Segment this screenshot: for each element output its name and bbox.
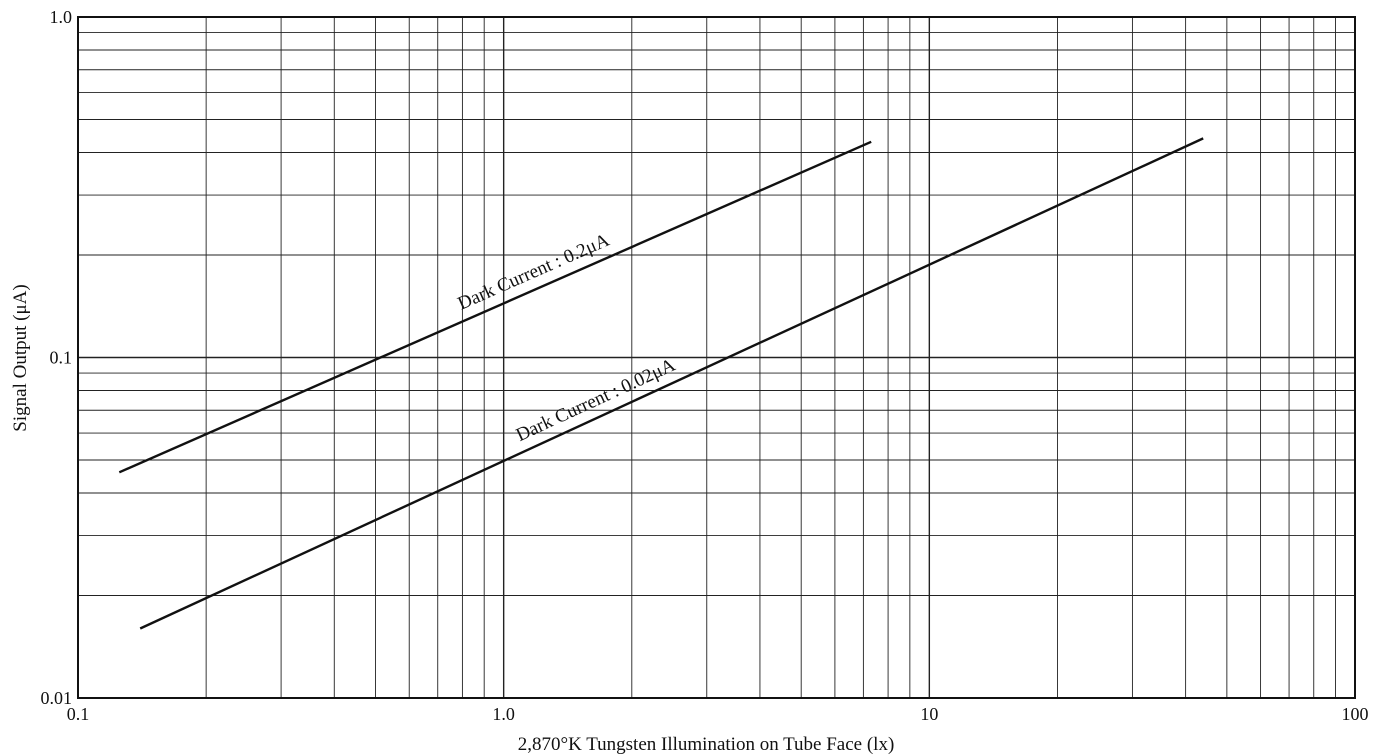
x-axis-title: 2,870°K Tungsten Illumination on Tube Fa… xyxy=(518,734,895,755)
series-line-1 xyxy=(118,140,872,474)
series-label-2: Dark Current : 0.02μA xyxy=(513,355,679,446)
plot-frame xyxy=(77,16,1356,699)
x-tick-label: 0.1 xyxy=(67,704,90,724)
series-label-1: Dark Current : 0.2μA xyxy=(455,230,613,315)
y-tick-label: 0.01 xyxy=(41,688,73,708)
y-axis-title: Signal Output (μA) xyxy=(10,284,31,431)
y-tick-label: 0.1 xyxy=(50,348,73,368)
x-tick-label: 1.0 xyxy=(492,704,515,724)
series-lines: Dark Current : 0.2μA Dark Current : 0.02μ… xyxy=(118,137,1204,630)
y-tick-label: 1.0 xyxy=(50,7,73,27)
x-tick-label: 100 xyxy=(1342,704,1369,724)
grid xyxy=(77,17,1355,699)
x-tick-label: 10 xyxy=(920,704,938,724)
series-line-2 xyxy=(139,137,1204,630)
